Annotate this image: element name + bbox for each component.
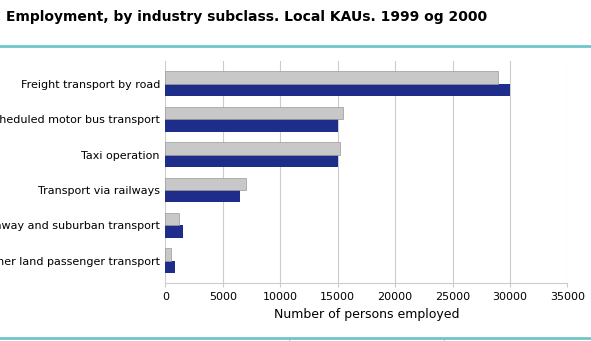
Bar <box>165 178 246 190</box>
Legend: 1999, 2000: 1999, 2000 <box>289 338 444 341</box>
Bar <box>165 84 510 96</box>
Bar <box>165 248 171 261</box>
Bar <box>165 213 179 225</box>
Bar <box>165 225 183 238</box>
Bar <box>165 261 175 273</box>
Text: Employment, by industry subclass. Local KAUs. 1999 og 2000: Employment, by industry subclass. Local … <box>6 10 487 24</box>
Bar <box>165 142 340 154</box>
Bar <box>165 154 337 167</box>
Bar <box>165 72 498 84</box>
Bar <box>165 190 240 202</box>
X-axis label: Number of persons employed: Number of persons employed <box>274 308 459 321</box>
Bar <box>165 119 337 132</box>
Bar <box>165 107 343 119</box>
